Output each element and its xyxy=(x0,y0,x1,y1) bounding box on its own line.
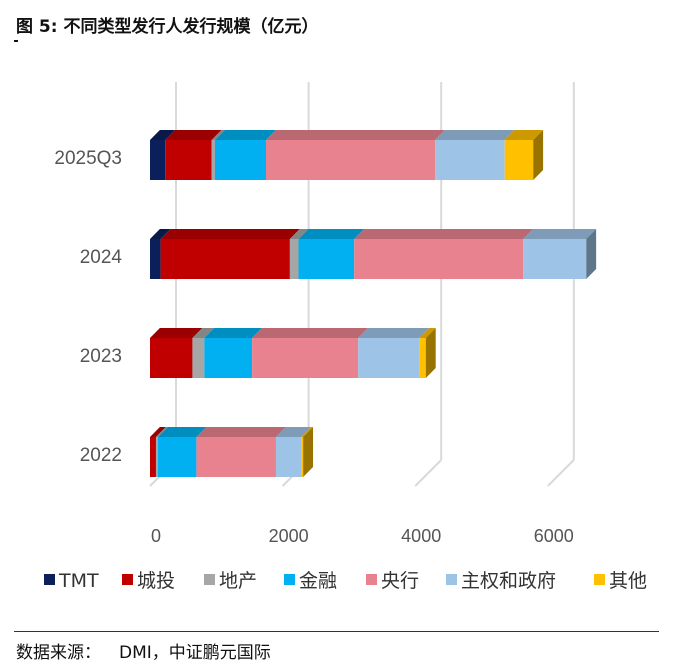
bar-segment-2024-地产 xyxy=(289,239,299,279)
legend-label-其他: 其他 xyxy=(609,570,647,592)
legend-swatch-TMT xyxy=(44,574,55,585)
legend-label-城投: 城投 xyxy=(137,570,175,592)
bar-top-2024-主权和政府 xyxy=(523,229,597,239)
bar-side-2024 xyxy=(586,229,597,279)
bar-top-2023-其他 xyxy=(419,328,436,338)
bar-top-2022-金融 xyxy=(157,427,207,437)
category-label-2024: 2024 xyxy=(80,247,123,268)
bar-top-2023-央行 xyxy=(252,328,369,338)
legend-swatch-其他 xyxy=(594,574,605,585)
gridline-floor-6000 xyxy=(547,459,575,487)
bar-segment-2022-地产 xyxy=(155,437,158,477)
bar-top-2024-城投 xyxy=(160,229,300,239)
bar-segment-2023-其他 xyxy=(419,338,426,378)
bar-top-2022-地产 xyxy=(155,427,168,437)
x-tick-label-6000: 6000 xyxy=(534,526,574,546)
legend-swatch-地产 xyxy=(204,574,215,585)
bar-top-2025Q3-TMT xyxy=(150,130,176,140)
legend-label-TMT: TMT xyxy=(58,570,99,592)
title-underline xyxy=(14,40,18,42)
footer-divider xyxy=(14,631,659,632)
category-label-2023: 2023 xyxy=(80,346,122,367)
legend-label-主权和政府: 主权和政府 xyxy=(461,570,556,592)
bar-side-2023 xyxy=(425,328,436,378)
stacked-bar-chart: 0 2000 4000 6000 2025Q3 2024 2023 2022 TMT 城投 地产 金… xyxy=(44,82,647,592)
legend-swatch-央行 xyxy=(366,574,377,585)
legend: TMT 城投 地产 金融 央行 主权和政府 其他 xyxy=(44,570,647,592)
bar-segment-2025Q3-主权和政府 xyxy=(435,140,505,180)
category-label-2022: 2022 xyxy=(80,445,122,466)
bar-segment-2024-主权和政府 xyxy=(523,239,587,279)
bar-top-2023-城投 xyxy=(150,328,203,338)
bar-group-2022 xyxy=(150,427,314,477)
bar-segment-2023-地产 xyxy=(192,338,205,378)
legend-swatch-金融 xyxy=(284,574,295,585)
bar-top-2022-央行 xyxy=(196,427,286,437)
x-tick-label-0: 0 xyxy=(151,526,161,546)
bar-top-2022-主权和政府 xyxy=(275,427,312,437)
legend-swatch-城投 xyxy=(122,574,133,585)
category-label-2025Q3: 2025Q3 xyxy=(54,148,122,169)
source-note: 数据来源： DMI，中证鹏元国际 xyxy=(16,638,271,663)
bar-segment-2025Q3-城投 xyxy=(165,140,212,180)
bar-segment-2024-金融 xyxy=(298,239,355,279)
bar-segment-2023-城投 xyxy=(150,338,193,378)
source-text: DMI，中证鹏元国际 xyxy=(119,643,271,663)
legend-swatch-主权和政府 xyxy=(446,574,457,585)
bar-segment-2025Q3-TMT xyxy=(150,140,166,180)
bar-segment-2022-其他 xyxy=(301,437,304,477)
source-label: 数据来源： xyxy=(16,643,101,663)
bar-top-2024-央行 xyxy=(354,229,534,239)
bar-group-2024 xyxy=(150,229,597,279)
bar-top-2023-地产 xyxy=(192,328,215,338)
bar-top-2025Q3-地产 xyxy=(211,130,225,140)
bar-top-2025Q3-金融 xyxy=(214,130,276,140)
bar-top-2023-金融 xyxy=(204,328,262,338)
axis-labels: 0 2000 4000 6000 2025Q3 2024 2023 2022 xyxy=(54,148,573,546)
bar-segment-2024-城投 xyxy=(160,239,290,279)
bar-segment-2022-金融 xyxy=(157,437,197,477)
bar-group-2023 xyxy=(150,328,436,378)
bar-top-2024-TMT xyxy=(150,229,171,239)
bar-top-2022-其他 xyxy=(301,427,314,437)
bar-top-2025Q3-主权和政府 xyxy=(435,130,515,140)
bar-top-2025Q3-城投 xyxy=(165,130,222,140)
legend-label-地产: 地产 xyxy=(219,570,257,592)
bar-segment-2025Q3-地产 xyxy=(211,140,215,180)
bar-side-2022 xyxy=(303,427,314,477)
bar-top-2024-金融 xyxy=(298,229,365,239)
bar-top-2025Q3-其他 xyxy=(504,130,544,140)
bar-segment-2023-金融 xyxy=(204,338,253,378)
legend-label-央行: 央行 xyxy=(381,570,419,592)
bar-top-2022-城投 xyxy=(150,427,166,437)
bar-side-2025Q3 xyxy=(533,130,544,180)
gridline-floor-4000 xyxy=(414,459,442,487)
chart-title: 图 5: 不同类型发行人发行规模（亿元） xyxy=(16,17,319,37)
bar-segment-2022-主权和政府 xyxy=(275,437,302,477)
bars xyxy=(150,130,597,477)
bar-segment-2023-央行 xyxy=(252,338,359,378)
bar-segment-2025Q3-其他 xyxy=(504,140,534,180)
bar-segment-2023-主权和政府 xyxy=(358,338,420,378)
legend-label-金融: 金融 xyxy=(299,570,337,592)
x-tick-label-2000: 2000 xyxy=(269,526,309,546)
bar-segment-2022-央行 xyxy=(196,437,276,477)
bar-segment-2025Q3-金融 xyxy=(214,140,267,180)
bar-top-2024-地产 xyxy=(289,229,309,239)
bar-segment-2022-城投 xyxy=(150,437,156,477)
bar-segment-2024-央行 xyxy=(354,239,524,279)
bar-segment-2024-TMT xyxy=(150,239,161,279)
bar-top-2025Q3-央行 xyxy=(266,130,445,140)
bar-segment-2025Q3-央行 xyxy=(266,140,436,180)
bar-group-2025Q3 xyxy=(150,130,544,180)
bar-top-2023-主权和政府 xyxy=(358,328,430,338)
x-tick-label-4000: 4000 xyxy=(401,526,441,546)
